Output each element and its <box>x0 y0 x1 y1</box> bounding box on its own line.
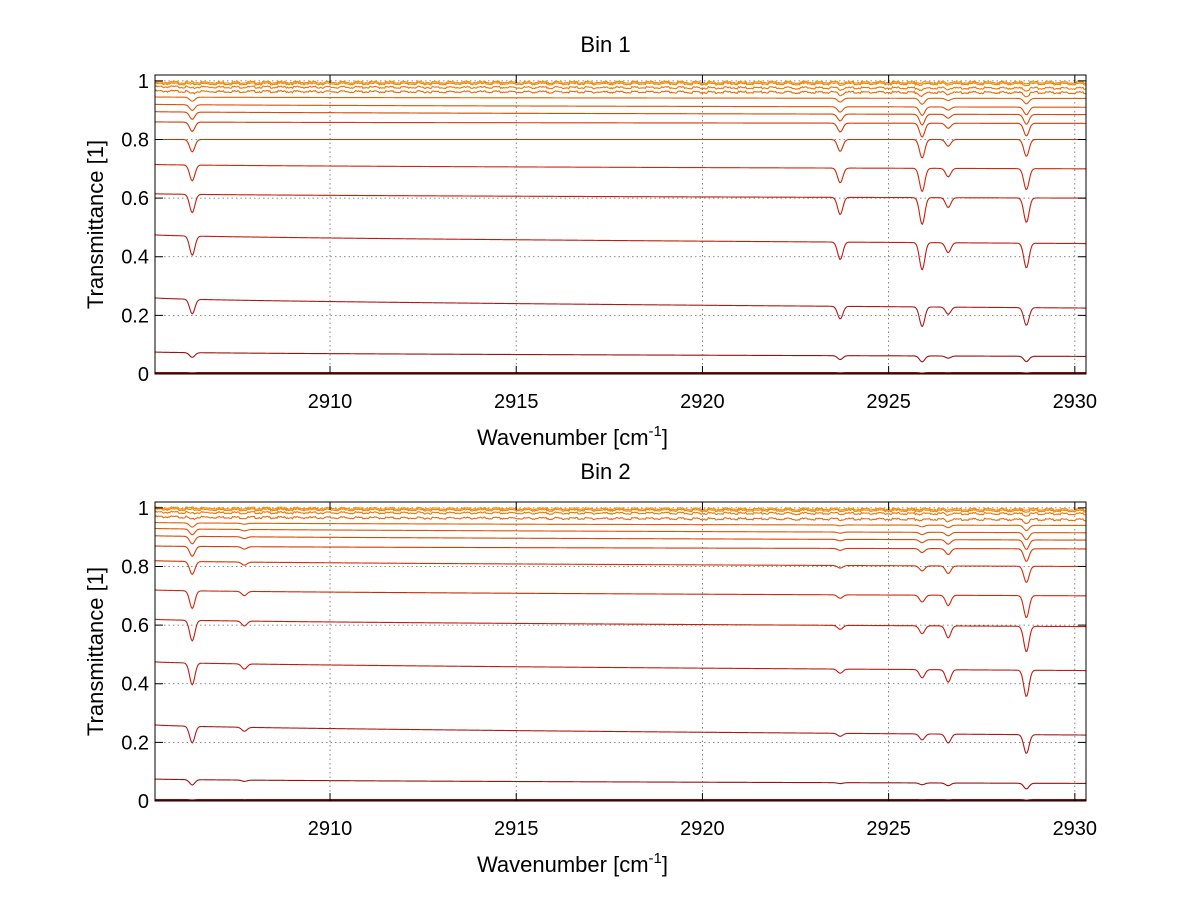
series-line-6 <box>155 193 1086 225</box>
series-line-5 <box>155 234 1086 271</box>
y-tick-label-1: 0.2 <box>121 305 149 327</box>
y-tick-label-2: 0.4 <box>121 674 149 696</box>
series-line-13 <box>155 514 1086 525</box>
x-tick-label-0: 2910 <box>308 391 353 413</box>
series-line-7 <box>155 589 1086 619</box>
series-line-10 <box>155 535 1086 550</box>
y-tick-label-2: 0.4 <box>121 247 149 269</box>
x-tick-label-4: 2930 <box>1053 391 1098 413</box>
series-line-14 <box>155 84 1086 92</box>
y-tick-label-4: 0.8 <box>121 129 149 151</box>
axes-box <box>154 74 1087 375</box>
series-line-8 <box>155 138 1086 159</box>
x-axis-label: Wavenumber [cm-1] <box>477 850 668 877</box>
series-line-4 <box>155 297 1086 328</box>
series-line-3 <box>155 351 1086 363</box>
series-line-16 <box>155 506 1086 512</box>
x-tick-label-3: 2925 <box>866 818 911 840</box>
series-group <box>155 506 1086 801</box>
y-tick-label-1: 0.2 <box>121 732 149 754</box>
axes-box <box>154 501 1087 802</box>
series-line-9 <box>155 545 1086 562</box>
series-line-4 <box>155 724 1086 754</box>
series-line-12 <box>155 96 1086 105</box>
chart-panel-1: 2910 2915 2920 2925 2930 0 0.2 0.4 0.6 0.8 1 Bin 1 W… <box>83 32 1097 450</box>
series-line-3 <box>155 778 1086 790</box>
y-tick-label-3: 0.6 <box>121 615 149 637</box>
series-line-7 <box>155 163 1086 192</box>
x-tick-label-2: 2920 <box>680 818 725 840</box>
series-line-9 <box>155 121 1086 138</box>
y-tick-label-5: 1 <box>138 498 149 520</box>
y-tick-label-3: 0.6 <box>121 188 149 210</box>
x-tick-label-4: 2930 <box>1053 818 1098 840</box>
series-line-5 <box>155 661 1086 697</box>
series-line-6 <box>155 618 1086 653</box>
y-axis-label: Transmittance [1] <box>83 567 108 736</box>
x-tick-label-1: 2915 <box>494 391 539 413</box>
x-tick-label-3: 2925 <box>866 391 911 413</box>
chart-panel-2: 2910 2915 2920 2925 2930 0 0.2 0.4 0.6 0.8 1 Bin 2 W… <box>83 459 1097 877</box>
x-tick-label-1: 2915 <box>494 818 539 840</box>
x-tick-label-2: 2920 <box>680 391 725 413</box>
series-line-14 <box>155 510 1086 517</box>
y-tick-label-5: 1 <box>138 71 149 93</box>
plot-area <box>155 75 1086 374</box>
y-axis-label: Transmittance [1] <box>83 140 108 309</box>
x-tick-label-0: 2910 <box>308 818 353 840</box>
series-group <box>155 80 1086 374</box>
y-tick-label-0: 0 <box>138 364 149 386</box>
series-line-12 <box>155 521 1086 532</box>
series-line-10 <box>155 111 1086 126</box>
chart-title: Bin 2 <box>580 459 630 484</box>
series-line-11 <box>155 527 1086 541</box>
y-tick-label-4: 0.8 <box>121 556 149 578</box>
series-line-13 <box>155 89 1086 98</box>
series-line-15 <box>155 507 1086 513</box>
plot-area <box>155 502 1086 801</box>
series-line-11 <box>155 103 1086 116</box>
series-line-16 <box>155 80 1086 85</box>
y-tick-label-0: 0 <box>138 791 149 813</box>
series-line-8 <box>155 560 1086 583</box>
series-line-15 <box>155 81 1086 87</box>
chart-title: Bin 1 <box>580 32 630 57</box>
x-axis-label: Wavenumber [cm-1] <box>477 423 668 450</box>
